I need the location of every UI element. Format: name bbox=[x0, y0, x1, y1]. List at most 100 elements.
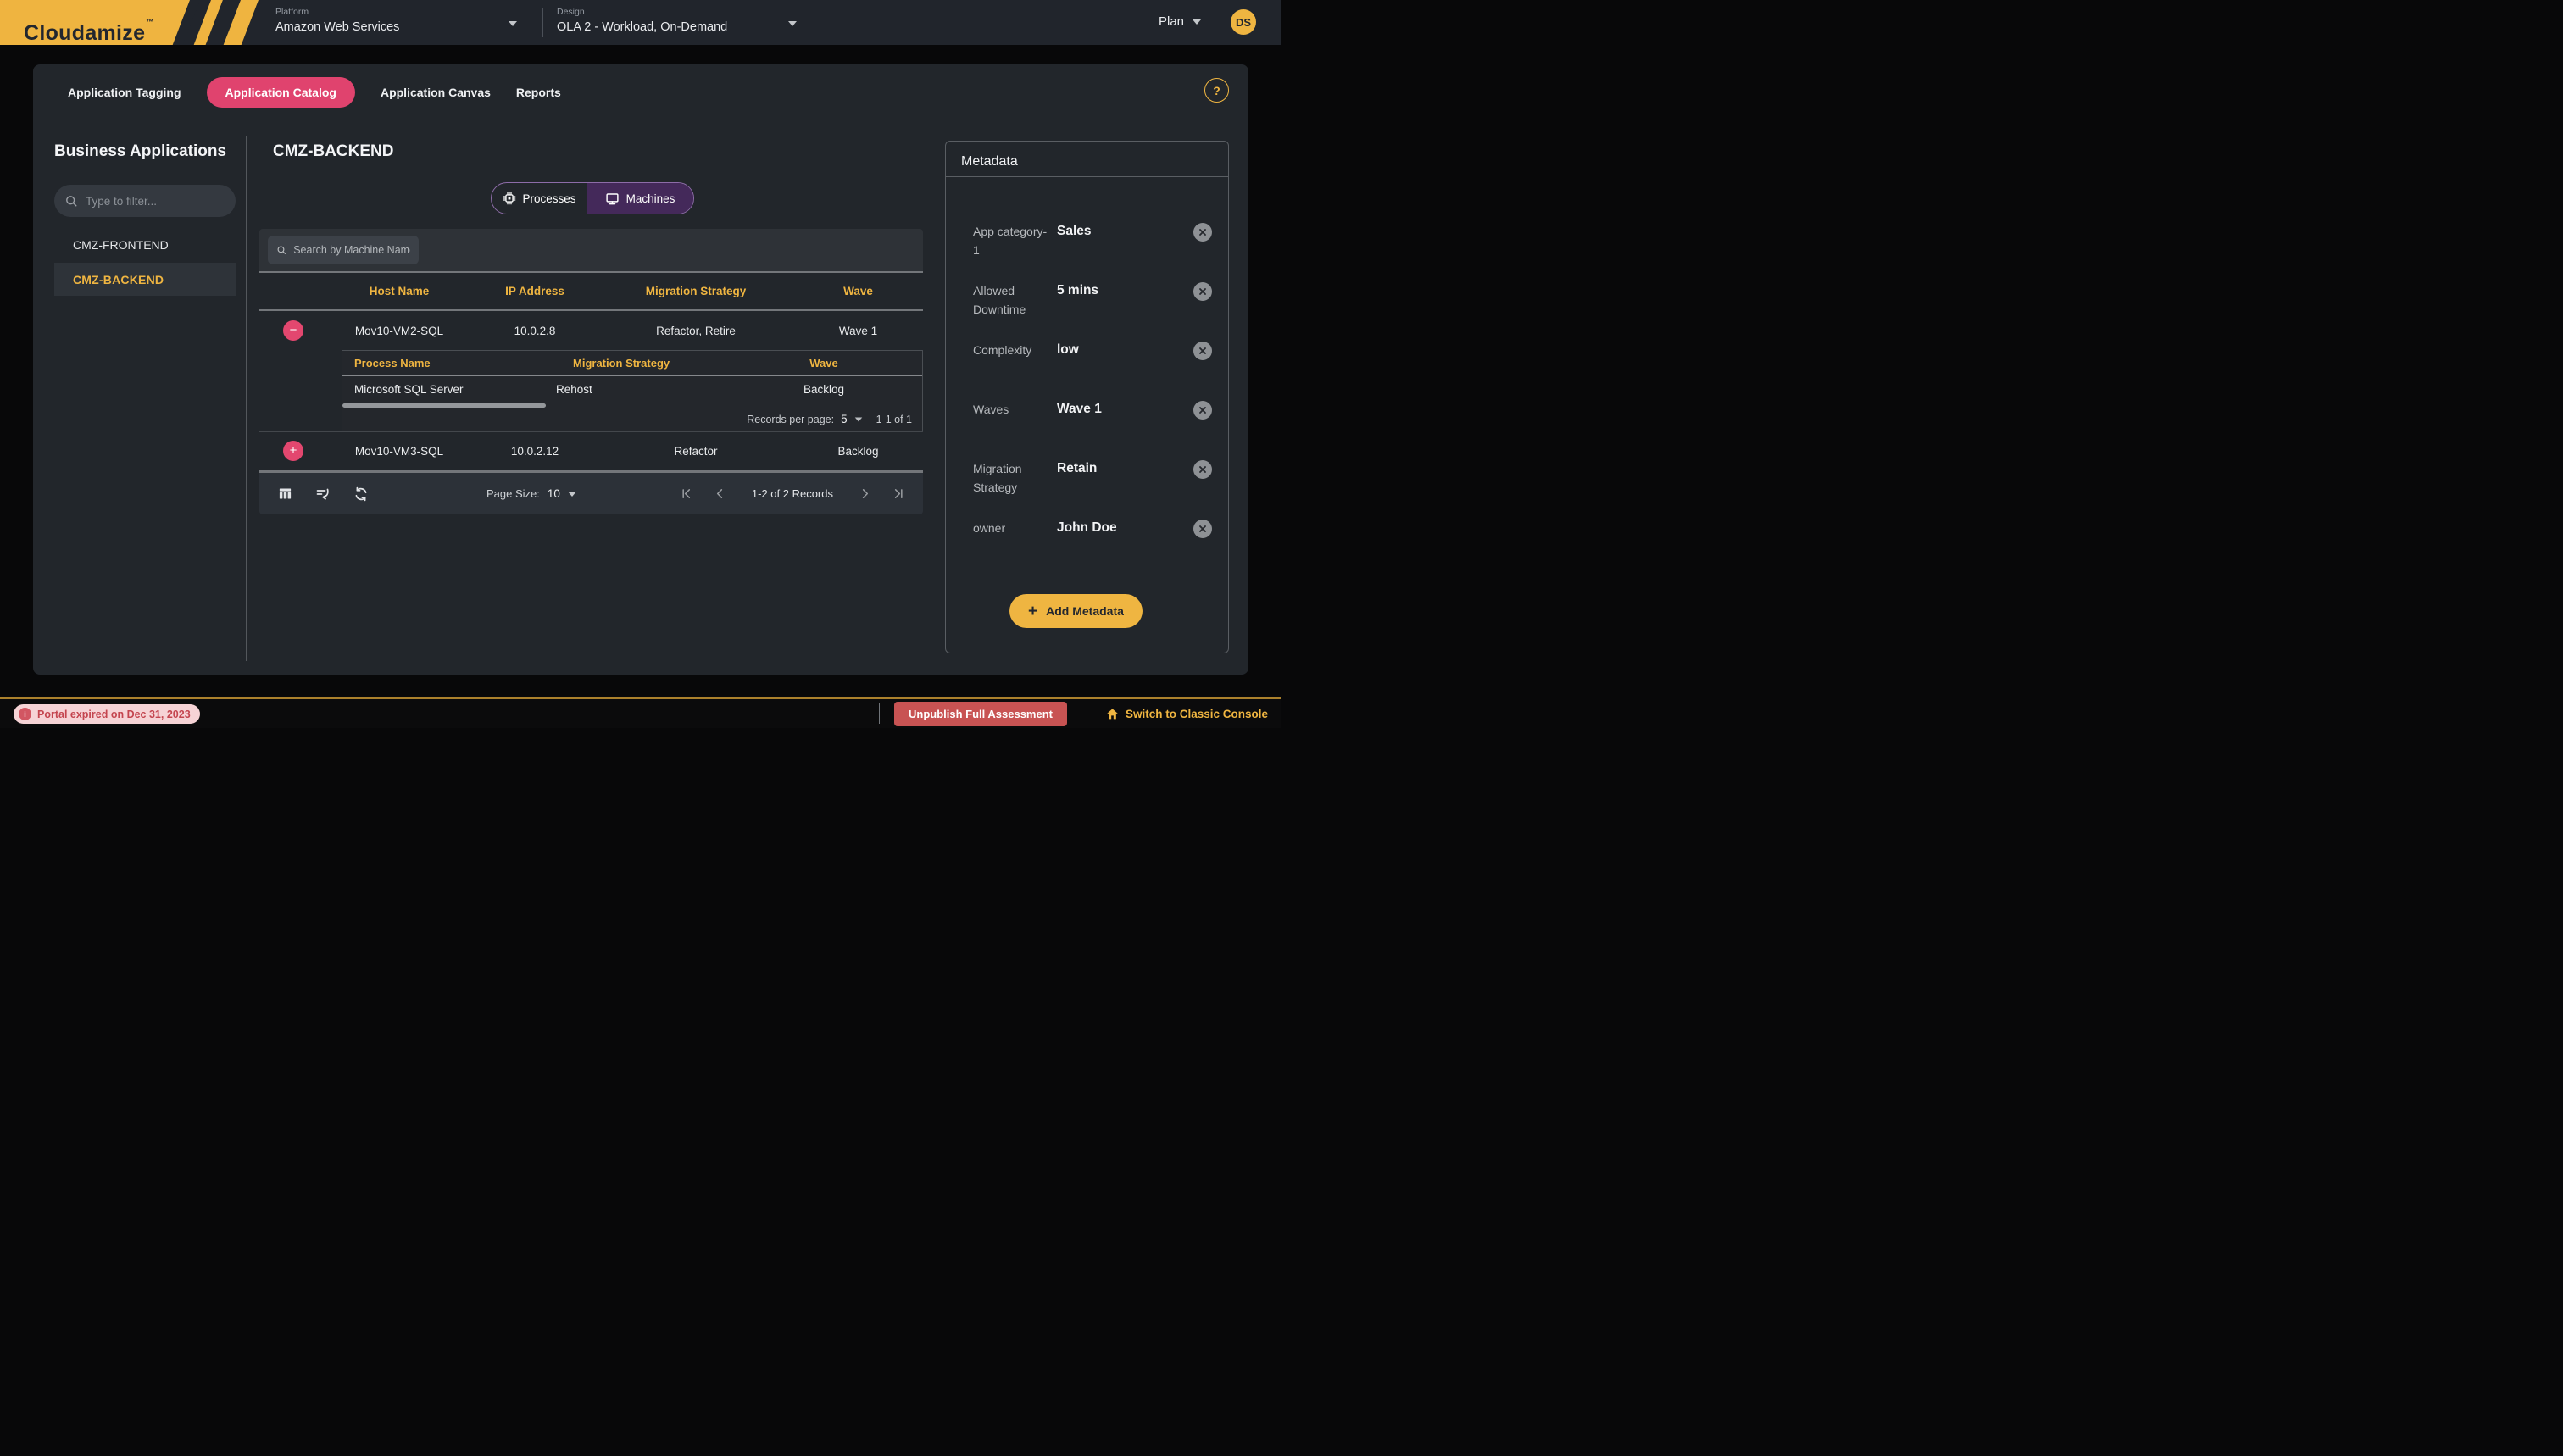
bottom-bar: i Portal expired on Dec 31, 2023 Unpubli… bbox=[0, 697, 1282, 728]
records-per-page-select[interactable]: 5 bbox=[841, 413, 848, 425]
close-icon bbox=[1199, 525, 1206, 532]
tab-reports[interactable]: Reports bbox=[515, 86, 561, 99]
chevron-down-icon[interactable] bbox=[567, 491, 576, 497]
collapse-row-button[interactable]: − bbox=[283, 320, 303, 341]
help-button[interactable]: ? bbox=[1204, 78, 1229, 103]
metadata-key: owner bbox=[973, 521, 1006, 535]
chevron-down-icon bbox=[1193, 19, 1202, 25]
columns-icon bbox=[279, 488, 292, 499]
table-toolbar: Page Size: 10 1-2 of 2 Records bbox=[259, 471, 923, 514]
cell-wave: Backlog bbox=[803, 383, 845, 396]
machine-search[interactable] bbox=[268, 236, 419, 264]
pagination-range: 1-2 of 2 Records bbox=[751, 487, 833, 500]
design-selector[interactable]: Design OLA 2 - Workload, On-Demand bbox=[557, 7, 727, 34]
refresh-button[interactable] bbox=[353, 486, 369, 502]
remove-metadata-button[interactable] bbox=[1193, 342, 1212, 360]
tab-application-canvas[interactable]: Application Canvas bbox=[380, 86, 491, 99]
chevron-down-icon[interactable] bbox=[509, 21, 517, 26]
column-header-ip-address: IP Address bbox=[505, 285, 564, 297]
add-metadata-button[interactable]: + Add Metadata bbox=[1009, 594, 1143, 628]
chevron-down-icon[interactable] bbox=[788, 21, 797, 26]
machine-search-input[interactable] bbox=[293, 244, 410, 256]
platform-value: Amazon Web Services bbox=[275, 20, 400, 34]
cell-host-name: Mov10-VM2-SQL bbox=[354, 324, 444, 337]
chevron-right-icon bbox=[862, 489, 869, 498]
metadata-value: Retain bbox=[1057, 461, 1098, 475]
header-divider bbox=[542, 8, 543, 37]
cell-ip-address: 10.0.2.8 bbox=[514, 324, 556, 337]
previous-page-button[interactable] bbox=[714, 487, 726, 500]
metadata-row: App category-1 Sales bbox=[973, 223, 1212, 260]
metadata-value: low bbox=[1057, 342, 1079, 357]
toggle-machines[interactable]: Machines bbox=[587, 183, 693, 214]
remove-metadata-button[interactable] bbox=[1193, 223, 1212, 242]
subtable-range: 1-1 of 1 bbox=[876, 413, 912, 425]
expand-row-button[interactable]: + bbox=[283, 441, 303, 461]
sidebar-filter[interactable] bbox=[54, 185, 236, 217]
sidebar-item-label: CMZ-BACKEND bbox=[73, 272, 164, 286]
metadata-list: App category-1 Sales Allowed Downtime 5 … bbox=[973, 223, 1212, 579]
cell-migration-strategy: Refactor bbox=[674, 444, 718, 458]
toggle-processes[interactable]: Processes bbox=[492, 183, 587, 214]
first-page-icon bbox=[682, 489, 690, 498]
metadata-value: Wave 1 bbox=[1057, 402, 1102, 416]
machines-table-card: Host Name IP Address Migration Strategy … bbox=[259, 229, 923, 514]
column-header-wave: Wave bbox=[843, 285, 873, 297]
unpublish-full-assessment-button[interactable]: Unpublish Full Assessment bbox=[894, 702, 1067, 726]
cell-ip-address: 10.0.2.12 bbox=[510, 444, 559, 458]
tab-application-tagging[interactable]: Application Tagging bbox=[68, 86, 181, 99]
metadata-key: App category-1 bbox=[973, 225, 1048, 257]
sidebar-item-cmz-backend[interactable]: CMZ-BACKEND bbox=[54, 263, 236, 296]
metadata-panel: Metadata App category-1 Sales Allowed Do… bbox=[945, 141, 1229, 653]
last-page-button[interactable] bbox=[892, 487, 904, 500]
cell-host-name: Mov10-VM3-SQL bbox=[354, 444, 444, 458]
design-value: OLA 2 - Workload, On-Demand bbox=[557, 20, 728, 34]
sidebar-item-cmz-frontend[interactable]: CMZ-FRONTEND bbox=[73, 238, 169, 252]
platform-label: Platform bbox=[275, 7, 309, 17]
subtable-footer: Records per page: 5 1-1 of 1 bbox=[342, 408, 922, 431]
remove-metadata-button[interactable] bbox=[1193, 460, 1212, 479]
avatar[interactable]: DS bbox=[1231, 9, 1256, 35]
remove-metadata-button[interactable] bbox=[1193, 520, 1212, 538]
column-header-migration-strategy: Migration Strategy bbox=[573, 356, 670, 370]
portal-expired-badge: i Portal expired on Dec 31, 2023 bbox=[14, 704, 200, 724]
metadata-row: Complexity low bbox=[973, 342, 1212, 379]
first-page-button[interactable] bbox=[681, 487, 693, 500]
close-icon bbox=[1199, 288, 1206, 295]
remove-metadata-button[interactable] bbox=[1193, 401, 1212, 420]
remove-metadata-button[interactable] bbox=[1193, 282, 1212, 301]
close-icon bbox=[1199, 407, 1206, 414]
clear-filters-button[interactable] bbox=[315, 486, 331, 502]
portal-expired-text: Portal expired on Dec 31, 2023 bbox=[37, 708, 191, 720]
cell-process-name: Microsoft SQL Server bbox=[354, 383, 464, 396]
metadata-value: John Doe bbox=[1057, 520, 1117, 535]
cell-wave: Wave 1 bbox=[838, 324, 878, 337]
view-toggle: Processes Machines bbox=[491, 182, 694, 214]
chip-icon bbox=[503, 192, 515, 205]
processes-subtable: Process Name Migration Strategy Wave Mic… bbox=[342, 350, 923, 431]
horizontal-scrollbar[interactable] bbox=[342, 403, 546, 408]
question-mark-icon: ? bbox=[1213, 83, 1220, 97]
columns-button[interactable] bbox=[278, 486, 292, 501]
table-row: − Mov10-VM2-SQL 10.0.2.8 Refactor, Retir… bbox=[259, 311, 923, 350]
close-icon bbox=[1199, 466, 1206, 473]
table-row: + Mov10-VM3-SQL 10.0.2.12 Refactor Backl… bbox=[259, 431, 923, 471]
page-size-select[interactable]: 10 bbox=[547, 487, 560, 500]
tab-application-catalog[interactable]: Application Catalog bbox=[206, 77, 355, 108]
toggle-machines-label: Machines bbox=[625, 192, 675, 205]
clear-filters-icon bbox=[316, 488, 329, 499]
next-page-button[interactable] bbox=[859, 487, 871, 500]
logo-wordmark: Cloudamize™ bbox=[24, 18, 154, 45]
sidebar-divider bbox=[246, 136, 247, 661]
metadata-key: Complexity bbox=[973, 343, 1032, 357]
switch-label: Switch to Classic Console bbox=[1125, 708, 1268, 720]
chevron-down-icon[interactable] bbox=[854, 416, 862, 422]
primary-tabs: Application Tagging Application Catalog … bbox=[68, 77, 561, 108]
plan-menu[interactable]: Plan bbox=[1159, 14, 1202, 29]
metadata-key: Allowed Downtime bbox=[973, 284, 1026, 316]
platform-selector[interactable]: Platform Amazon Web Services bbox=[275, 7, 399, 34]
table-header-row: Host Name IP Address Migration Strategy … bbox=[259, 271, 923, 311]
filter-input[interactable] bbox=[86, 194, 225, 208]
switch-to-classic-console[interactable]: Switch to Classic Console bbox=[1106, 702, 1268, 726]
metadata-row: Migration Strategy Retain bbox=[973, 460, 1212, 497]
